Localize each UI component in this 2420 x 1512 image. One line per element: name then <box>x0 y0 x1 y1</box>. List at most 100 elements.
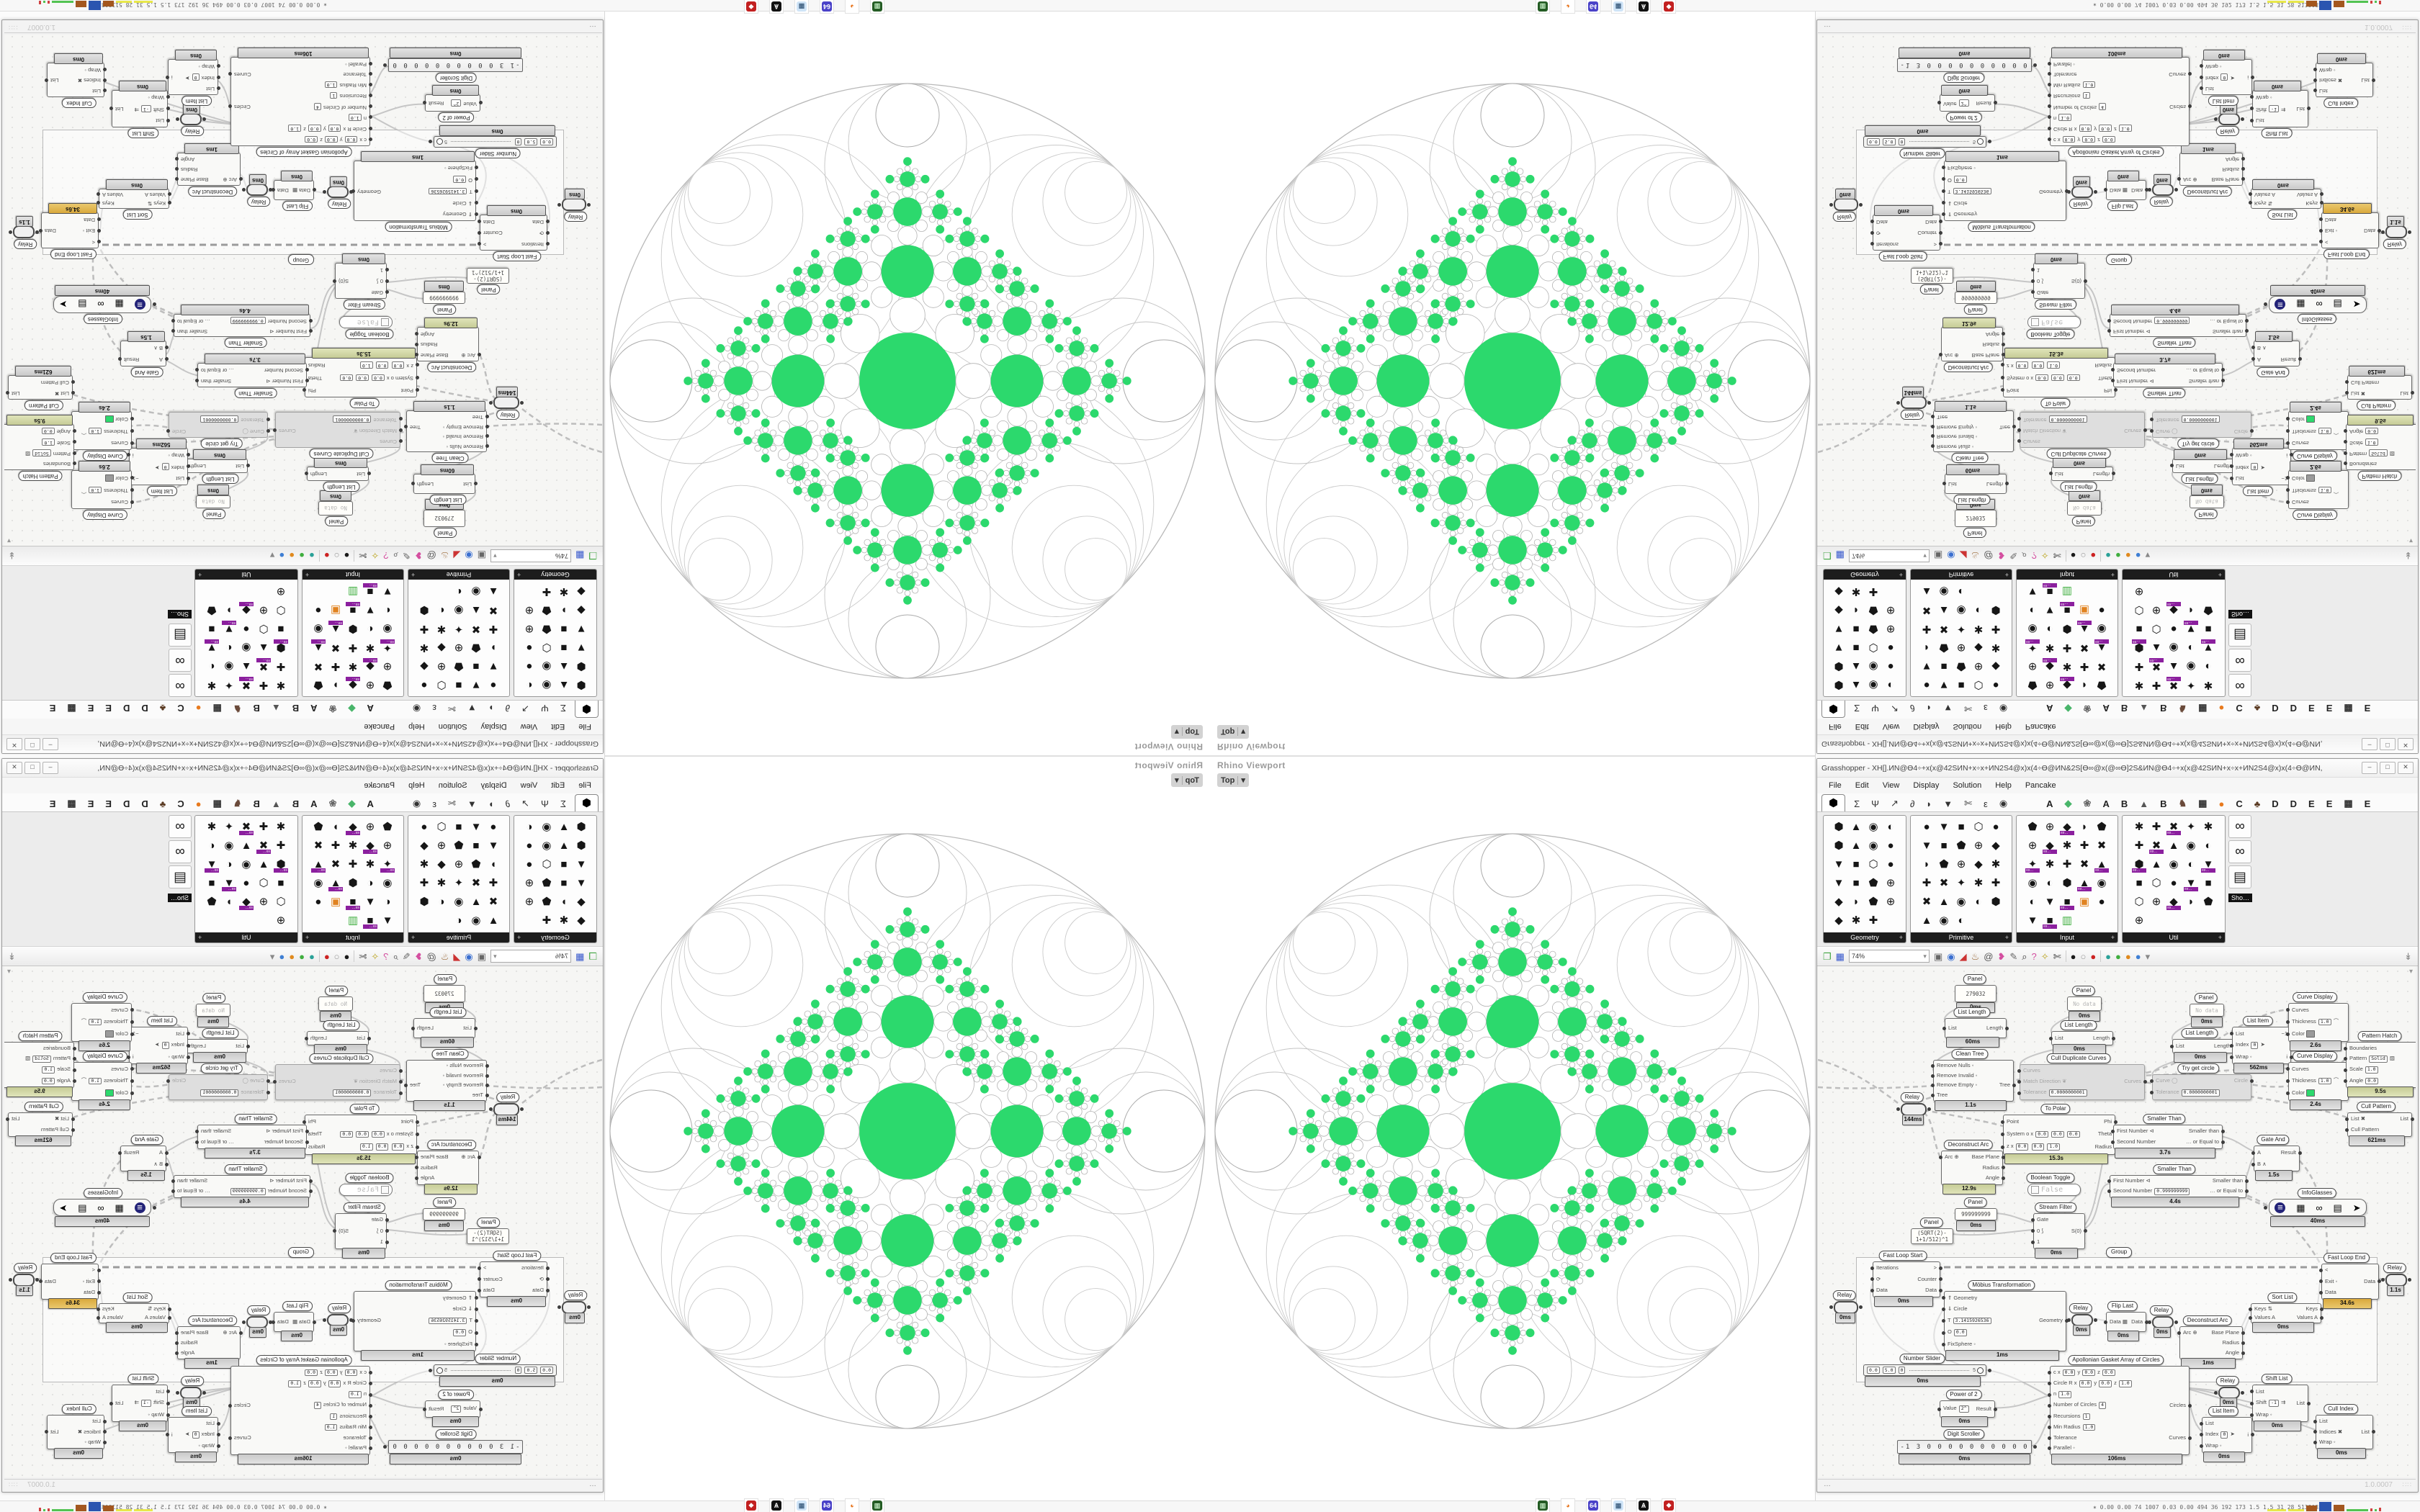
palette-icon[interactable]: ◐ <box>526 820 533 833</box>
port-dot[interactable] <box>385 289 389 294</box>
palette-icon[interactable]: ⊕ <box>259 604 269 616</box>
port-dot[interactable] <box>557 1305 561 1309</box>
port-dot[interactable] <box>1942 482 1946 486</box>
palette-group-name[interactable]: Input + <box>302 570 403 580</box>
palette-icon[interactable]: ✚ <box>2079 660 2089 672</box>
port-dot[interactable] <box>323 1318 326 1322</box>
port-dot[interactable] <box>485 1084 489 1088</box>
port-dot[interactable] <box>195 368 199 372</box>
tab-icon-8[interactable]: ε <box>1984 703 1988 714</box>
gh-node-fast-loop-start[interactable]: Iterations > ⟳ Counter Data Data <box>1870 1261 1942 1297</box>
palette-icon[interactable]: ✚ <box>2079 840 2089 852</box>
minimize-button[interactable]: – <box>2362 738 2378 750</box>
palette-icon[interactable]: ▼ <box>1833 876 1845 889</box>
port-dot[interactable] <box>1939 353 1942 357</box>
palette-icon[interactable]: ◐ <box>225 642 233 654</box>
palette-group-name[interactable]: Primitive + <box>408 570 509 580</box>
palette-icon[interactable]: ⬟ <box>542 623 552 635</box>
palette-icon[interactable]: ▼ <box>470 679 482 692</box>
tab-addon-9[interactable]: ● <box>195 703 202 714</box>
palette-expand-icon[interactable]: + <box>1899 934 1903 941</box>
tab-params-selected[interactable]: ⬢ <box>1821 794 1846 811</box>
port-dot[interactable] <box>1931 434 1935 438</box>
palette-icon[interactable]: ✖ ≡x… <box>2148 837 2164 854</box>
port-dot[interactable] <box>2143 1080 2147 1084</box>
port-dot[interactable] <box>1937 1407 1941 1411</box>
palette-icon[interactable]: ⊕ <box>1886 896 1896 908</box>
gh-node-list-length[interactable]: List Length <box>2049 1031 2115 1045</box>
tab-addon-15[interactable]: E <box>87 798 94 809</box>
palette-icon[interactable]: ◉ <box>2169 642 2179 654</box>
toolbar-icon-22[interactable]: ● <box>279 950 285 962</box>
gh-node-smaller-than[interactable]: First Number ⊲ Smaller than Second Number…… <box>195 1125 309 1149</box>
port-dot[interactable] <box>2313 67 2317 71</box>
palette-icon[interactable]: ▲ <box>258 858 269 870</box>
gh-node-number-slider[interactable]: 0.0 5.0 0 5 <box>429 1364 557 1376</box>
status-menu[interactable]: … <box>589 1480 596 1488</box>
port-dot[interactable] <box>2031 1229 2035 1233</box>
palette-icon[interactable]: ✖ <box>2097 660 2107 672</box>
gh-node-panel[interactable]: No data <box>2067 996 2102 1011</box>
toolbar-icon-3[interactable]: ▣ <box>1933 950 1943 962</box>
menu-display[interactable]: Display <box>480 781 507 790</box>
palette-icon[interactable]: ⬢ <box>419 896 429 908</box>
port-dot[interactable] <box>2048 126 2051 130</box>
port-dot[interactable] <box>171 1189 175 1194</box>
gh-node-panel[interactable]: (SQRT(2)- 1+1/512)^1 <box>467 1228 509 1244</box>
port-dot[interactable] <box>2017 1091 2021 1095</box>
palette-icon[interactable]: ⊕ <box>382 840 393 852</box>
palette-icon[interactable]: ✚ <box>542 585 552 598</box>
port-dot[interactable] <box>2048 82 2051 86</box>
port-dot[interactable] <box>2221 379 2225 382</box>
palette-icon[interactable]: ✦ <box>2186 679 2196 691</box>
port-dot[interactable] <box>2111 368 2115 372</box>
port-dot[interactable] <box>1931 1074 1935 1078</box>
taskbar-icon-badge[interactable]: ❖ <box>1662 0 1676 14</box>
tab-addon-14[interactable]: E <box>105 703 112 714</box>
port-dot[interactable] <box>385 268 389 272</box>
palette-icon[interactable]: ◉ <box>1956 604 1966 616</box>
palette-icon[interactable]: ◆ ≡x… <box>2059 677 2075 694</box>
tab-icon-8[interactable]: ε <box>432 798 436 809</box>
palette-icon[interactable]: ⬡ <box>2134 896 2144 908</box>
palette-icon[interactable]: ⬢ <box>2062 623 2072 635</box>
port-dot[interactable] <box>195 1130 199 1133</box>
gh-node-list-item[interactable]: List Index 0 ➤ i Wrap ◦ <box>2200 59 2254 95</box>
palette-icon[interactable]: ◆ ≡x… <box>345 818 361 835</box>
palette-icon[interactable]: ■ <box>472 660 480 673</box>
port-dot[interactable] <box>103 1441 107 1445</box>
port-dot[interactable] <box>103 1430 107 1434</box>
menu-file[interactable]: File <box>1829 781 1842 790</box>
port-dot[interactable] <box>479 1407 483 1411</box>
port-dot[interactable] <box>166 107 170 111</box>
port-dot[interactable] <box>1931 444 1935 448</box>
gh-node-relay[interactable] <box>176 113 206 125</box>
palette-icon[interactable]: ✚ <box>1868 914 1878 927</box>
port-dot[interactable] <box>478 1288 481 1292</box>
palette-icon[interactable]: ◉ <box>1868 821 1878 833</box>
menu-help[interactable]: Help <box>1995 781 2012 790</box>
rhino-viewport[interactable]: Rhino Viewport Top ▾ <box>604 10 1210 756</box>
gh-node-relay[interactable] <box>557 198 591 211</box>
gh-node-number-slider[interactable]: 0.0 5.0 0 5 <box>429 136 557 148</box>
palette-icon[interactable]: ■ <box>560 858 568 870</box>
port-dot[interactable] <box>2221 1140 2225 1144</box>
port-dot[interactable] <box>2048 104 2051 109</box>
port-dot[interactable] <box>2319 239 2323 243</box>
gh-node-smaller-than[interactable]: First Number ⊲ Smaller than Second Number … <box>171 1175 313 1198</box>
palette-icon[interactable]: ◆ <box>437 858 446 870</box>
port-dot[interactable] <box>269 1320 272 1324</box>
gh-node-m-bius-transformation[interactable]: ⇑ Geometry ⇓ Circle T 3.1415926536 Geometry… <box>351 1291 478 1351</box>
palette-icon[interactable]: ◗ <box>2081 820 2088 833</box>
toolbar-collapse-icon[interactable]: ↡ <box>2404 950 2412 962</box>
palette-icon[interactable]: ✚ <box>488 623 498 635</box>
tab-icon-2[interactable]: Ψ <box>1871 798 1880 809</box>
port-dot[interactable] <box>1870 230 1874 235</box>
palette-icon[interactable]: ◉ <box>454 604 464 616</box>
port-dot[interactable] <box>2002 342 2005 346</box>
palette-icon[interactable]: ▼ <box>1938 679 1950 692</box>
gh-node-panel[interactable]: No data <box>318 501 353 516</box>
tab-addon-5[interactable]: ▲ <box>2139 703 2149 714</box>
viewport-tab-top[interactable]: Top ▾ <box>1171 725 1203 739</box>
palette-icon[interactable]: ▲ <box>1850 820 1862 833</box>
